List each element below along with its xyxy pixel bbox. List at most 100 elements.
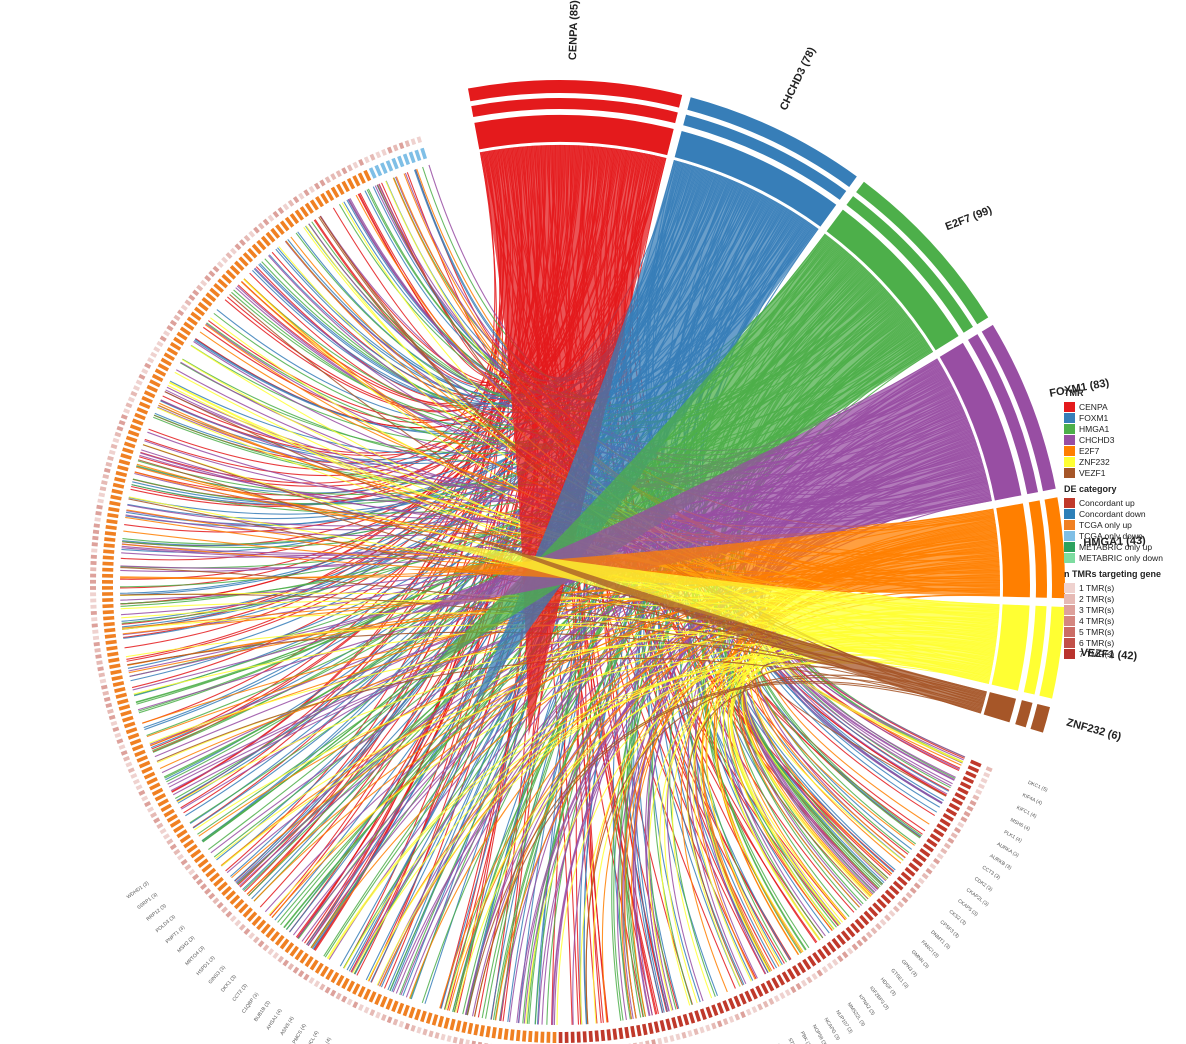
sector-track: [981, 324, 1056, 492]
gene-ntmr-tick: [950, 832, 958, 839]
gene-ntmr-tick: [166, 838, 174, 845]
gene-de-tick: [497, 1027, 503, 1040]
gene-de-tick: [397, 155, 405, 168]
gene-ntmr-tick: [933, 857, 941, 865]
sector-track: [467, 80, 683, 108]
gene-ntmr-tick: [308, 185, 315, 193]
sector-label: VEZF1 (42): [1080, 647, 1138, 663]
legend-label: VEZF1: [1079, 467, 1106, 478]
gene-de-tick: [179, 834, 191, 844]
gene-ntmr-tick: [91, 623, 98, 628]
gene-ntmr-tick: [220, 906, 228, 914]
gene-de-tick: [102, 586, 114, 590]
gene-de-tick: [618, 1027, 624, 1040]
gene-de-tick: [109, 663, 121, 669]
gene-de-tick: [131, 744, 144, 752]
sector-track: [1023, 605, 1047, 695]
gene-ntmr-tick: [180, 304, 188, 311]
gene-de-tick: [114, 686, 126, 693]
gene-label: CCT2 (3): [231, 983, 249, 1003]
gene-de-tick: [251, 243, 262, 255]
gene-de-tick: [776, 974, 786, 986]
legend-label: Concordant down: [1079, 508, 1146, 519]
gene-de-tick: [275, 224, 285, 236]
gene-de-tick: [352, 983, 361, 995]
gene-ntmr-tick: [92, 535, 99, 541]
gene-de-tick: [129, 738, 142, 746]
legend: TMR CENPA FOXM1 HMGA1 CHCHD3 E2F7 ZNF232 VEZF1…: [1064, 388, 1186, 665]
gene-ntmr-tick: [386, 1016, 393, 1024]
gene-label: DKC1 (5): [1027, 780, 1049, 794]
gene-ntmr-tick: [229, 247, 237, 255]
gene-ntmr-tick: [262, 944, 270, 952]
gene-ntmr-tick: [292, 196, 300, 204]
gene-de-tick: [105, 639, 117, 645]
gene-de-tick: [954, 792, 966, 801]
gene-ntmr-tick: [114, 732, 122, 739]
gene-de-tick: [792, 965, 801, 977]
gene-ntmr-tick: [375, 151, 382, 159]
gene-ntmr-tick: [917, 877, 925, 885]
gene-ntmr-tick: [116, 425, 124, 432]
gene-ntmr-tick: [841, 951, 849, 959]
gene-ntmr-tick: [901, 896, 909, 904]
legend-label: Concordant up: [1079, 497, 1135, 508]
gene-de-tick: [802, 958, 812, 970]
gene-de-tick: [123, 441, 136, 449]
sector-tracks: [467, 80, 1065, 733]
gene-ntmr-tick: [91, 548, 98, 553]
legend-label: 1 TMR(s): [1079, 582, 1115, 593]
gene-label: ASNS (4): [279, 1015, 295, 1036]
gene-de-tick: [183, 321, 195, 331]
legend-swatch: [1064, 423, 1075, 434]
gene-de-tick: [867, 906, 879, 918]
gene-ntmr-tick: [983, 771, 991, 778]
legend-swatch: [1064, 508, 1075, 519]
sector-track: [996, 503, 1030, 598]
gene-de-tick: [325, 968, 335, 981]
sector-track: [939, 342, 1022, 501]
gene-ntmr-tick: [135, 379, 143, 386]
gene-ntmr-tick: [836, 955, 844, 963]
gene-de-tick: [876, 898, 887, 909]
gene-de-tick: [558, 1031, 563, 1044]
gene-de-tick: [325, 189, 335, 202]
gene-de-tick: [127, 429, 140, 438]
legend-tmr-item: ZNF232: [1064, 456, 1186, 467]
gene-label: CCT3 (3): [981, 865, 1002, 882]
gene-de-tick: [408, 151, 416, 164]
legend-ntmr-title: n TMRs targeting gene: [1064, 569, 1162, 579]
gene-label: DKK1 (3): [220, 974, 238, 994]
gene-ntmr-tick: [313, 980, 321, 988]
gene-de-tick: [739, 993, 747, 1005]
gene-de-tick: [265, 927, 276, 939]
gene-label: HDGF (3): [879, 977, 898, 998]
gene-de-tick: [173, 336, 185, 346]
gene-ntmr-tick: [699, 1026, 705, 1034]
gene-de-tick: [315, 196, 324, 208]
gene-ntmr-tick: [123, 408, 131, 414]
gene-de-tick: [357, 985, 366, 998]
gene-ntmr-tick: [410, 138, 417, 146]
gene-ntmr-tick: [248, 230, 256, 238]
gene-de-tick: [209, 287, 221, 298]
gene-de-tick: [760, 982, 769, 995]
gene-ntmr-tick: [135, 784, 143, 791]
gene-ntmr-tick: [404, 1022, 410, 1030]
gene-de-tick: [425, 1012, 433, 1024]
gene-de-tick: [594, 1030, 600, 1042]
gene-label: PBK (3): [799, 1031, 813, 1044]
gene-de-tick: [157, 798, 169, 807]
gene-de-tick: [912, 857, 924, 868]
gene-label: MSH2 (3): [176, 935, 196, 954]
gene-ntmr-tick: [105, 702, 113, 708]
gene-de-tick: [320, 965, 329, 978]
gene-ntmr-tick: [392, 144, 399, 152]
legend-swatch: [1064, 412, 1075, 423]
gene-ntmr-tick: [826, 962, 834, 970]
gene-ntmr-tick: [681, 1031, 687, 1039]
gene-de-tick: [274, 934, 285, 946]
gene-de-tick: [771, 977, 780, 989]
gene-de-tick: [173, 824, 185, 834]
gene-de-tick: [636, 1024, 642, 1037]
